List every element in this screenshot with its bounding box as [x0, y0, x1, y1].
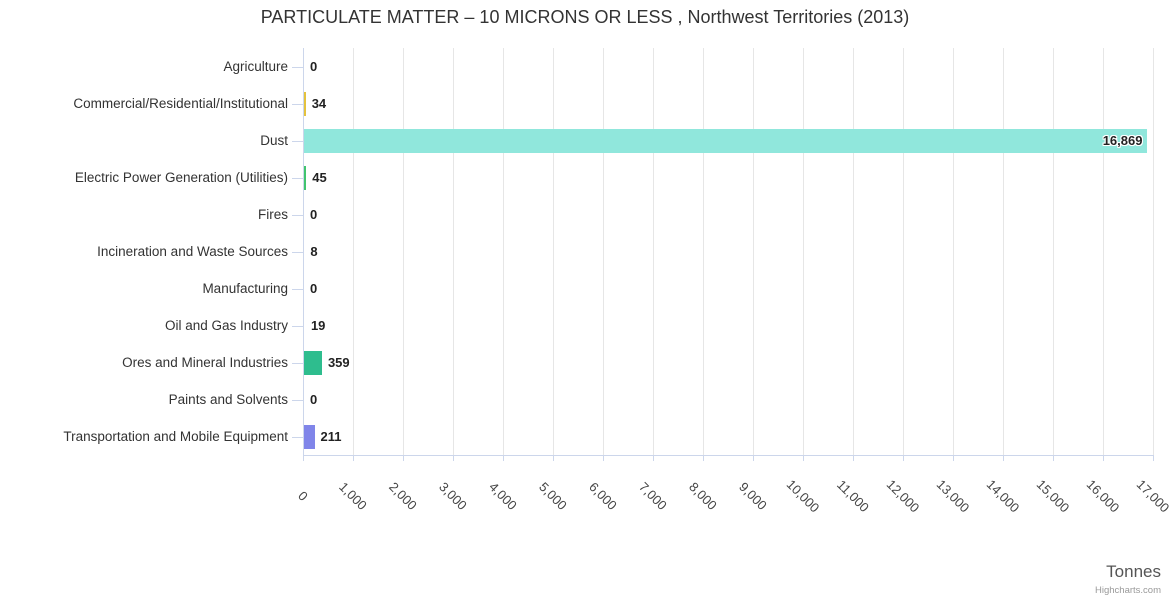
- gridline: [703, 48, 704, 455]
- gridline: [353, 48, 354, 455]
- x-axis-tick-label: 1,000: [336, 479, 370, 513]
- category-label: Transportation and Mobile Equipment: [63, 428, 288, 444]
- value-label: 16,869: [1102, 132, 1143, 148]
- category-label: Manufacturing: [202, 280, 288, 296]
- category-tick: [292, 103, 303, 105]
- value-label: 0: [310, 391, 318, 407]
- category-label: Commercial/Residential/Institutional: [73, 95, 288, 111]
- value-label: 34: [311, 95, 327, 111]
- category-tick: [292, 288, 303, 290]
- value-label: 0: [310, 206, 318, 222]
- category-tick: [292, 436, 303, 438]
- x-axis-tick: [753, 456, 754, 461]
- x-axis-tick: [303, 456, 304, 461]
- bar[interactable]: [304, 165, 307, 190]
- category-label: Incineration and Waste Sources: [97, 243, 288, 259]
- category-tick: [292, 177, 303, 179]
- x-axis-tick-label: 17,000: [1133, 476, 1170, 516]
- x-axis-tick-label: 13,000: [933, 476, 973, 516]
- value-axis-line: [303, 455, 1154, 456]
- gridline: [1153, 48, 1154, 455]
- x-axis-tick-label: 2,000: [386, 479, 420, 513]
- x-axis-tick-label: 15,000: [1033, 476, 1073, 516]
- x-axis-tick-label: 0: [295, 488, 311, 504]
- gridline: [953, 48, 954, 455]
- gridline: [553, 48, 554, 455]
- gridline: [653, 48, 654, 455]
- value-label: 359: [327, 354, 350, 370]
- category-tick: [292, 399, 303, 401]
- bar[interactable]: [304, 350, 322, 375]
- gridline: [853, 48, 854, 455]
- value-label: 0: [310, 58, 318, 74]
- value-label: 45: [312, 169, 327, 185]
- x-axis-tick: [353, 456, 354, 461]
- x-axis-tick: [503, 456, 504, 461]
- category-label: Dust: [260, 132, 288, 148]
- category-tick: [292, 251, 303, 253]
- gridline: [903, 48, 904, 455]
- gridline: [453, 48, 454, 455]
- x-axis-tick-label: 6,000: [586, 479, 620, 513]
- chart-title: PARTICULATE MATTER – 10 MICRONS OR LESS …: [260, 7, 910, 27]
- x-axis-tick: [953, 456, 954, 461]
- value-label: 0: [310, 280, 318, 296]
- x-axis-tick-label: 5,000: [536, 479, 570, 513]
- x-axis-tick: [1153, 456, 1154, 461]
- x-axis-tick: [603, 456, 604, 461]
- gridline: [403, 48, 404, 455]
- x-axis-tick-label: 12,000: [883, 476, 923, 516]
- x-axis-tick: [553, 456, 554, 461]
- gridline: [603, 48, 604, 455]
- x-axis-title: Tonnes: [1106, 562, 1161, 581]
- gridline: [1103, 48, 1104, 455]
- gridline: [753, 48, 754, 455]
- value-label: 8: [310, 243, 318, 259]
- bar[interactable]: [304, 91, 306, 116]
- category-label: Fires: [258, 206, 288, 222]
- value-label: 19: [310, 317, 326, 333]
- highcharts-credit-link[interactable]: Highcharts.com: [1095, 585, 1161, 596]
- category-tick: [292, 362, 303, 364]
- x-axis-tick-label: 9,000: [736, 479, 770, 513]
- x-axis-tick: [403, 456, 404, 461]
- gridline: [1053, 48, 1054, 455]
- x-axis-tick: [1003, 456, 1004, 461]
- category-tick: [292, 140, 303, 142]
- x-axis-tick: [703, 456, 704, 461]
- bar[interactable]: [304, 128, 1148, 153]
- bar[interactable]: [304, 424, 315, 449]
- x-axis-tick-label: 14,000: [983, 476, 1023, 516]
- category-label: Electric Power Generation (Utilities): [74, 169, 288, 185]
- x-axis-tick: [1053, 456, 1054, 461]
- x-axis-tick: [903, 456, 904, 461]
- x-axis-tick: [653, 456, 654, 461]
- x-axis-tick: [1103, 456, 1104, 461]
- category-tick: [292, 66, 303, 68]
- x-axis-tick: [853, 456, 854, 461]
- category-label: Oil and Gas Industry: [164, 317, 288, 333]
- category-label: Paints and Solvents: [168, 391, 288, 407]
- gridline: [803, 48, 804, 455]
- x-axis-tick-label: 11,000: [833, 476, 873, 516]
- x-axis-tick-label: 8,000: [686, 479, 720, 513]
- x-axis-tick-label: 7,000: [636, 479, 670, 513]
- category-axis-line: [303, 48, 304, 456]
- x-axis-tick-label: 10,000: [783, 476, 823, 516]
- x-axis-tick: [803, 456, 804, 461]
- x-axis-tick: [453, 456, 454, 461]
- category-tick: [292, 325, 303, 327]
- category-tick: [292, 214, 303, 216]
- x-axis-tick-label: 3,000: [436, 479, 470, 513]
- value-label: 211: [320, 428, 342, 444]
- x-axis-tick-label: 16,000: [1083, 476, 1123, 516]
- category-label: Agriculture: [223, 58, 288, 74]
- x-axis-tick-label: 4,000: [486, 479, 520, 513]
- category-label: Ores and Mineral Industries: [122, 354, 288, 370]
- gridline: [503, 48, 504, 455]
- gridline: [1003, 48, 1004, 455]
